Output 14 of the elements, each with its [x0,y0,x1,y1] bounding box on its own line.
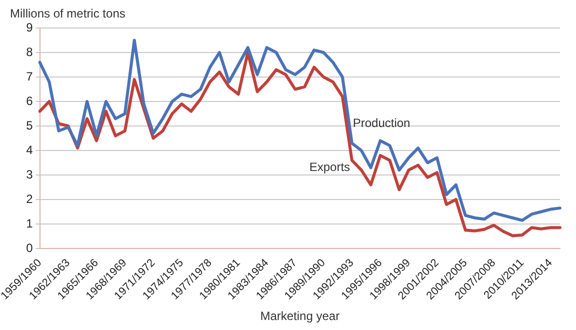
y-tick-label: 8 [26,44,34,59]
y-tick-label: 0 [26,240,34,255]
y-tick-label: 4 [26,142,34,157]
y-tick-label: 2 [26,192,34,206]
y-tick-label: 3 [26,167,34,182]
y-tick-label: 9 [26,20,34,34]
series-label: Exports [309,160,350,174]
y-tick-label: 6 [26,94,34,108]
y-axis-title: Millions of metric tons [10,6,126,20]
y-tick-label: 7 [26,69,34,84]
series-label: Production [352,116,410,130]
y-tick-label: 5 [26,118,34,132]
x-axis-title: Marketing year [260,309,340,324]
y-tick-label: 1 [26,216,34,230]
